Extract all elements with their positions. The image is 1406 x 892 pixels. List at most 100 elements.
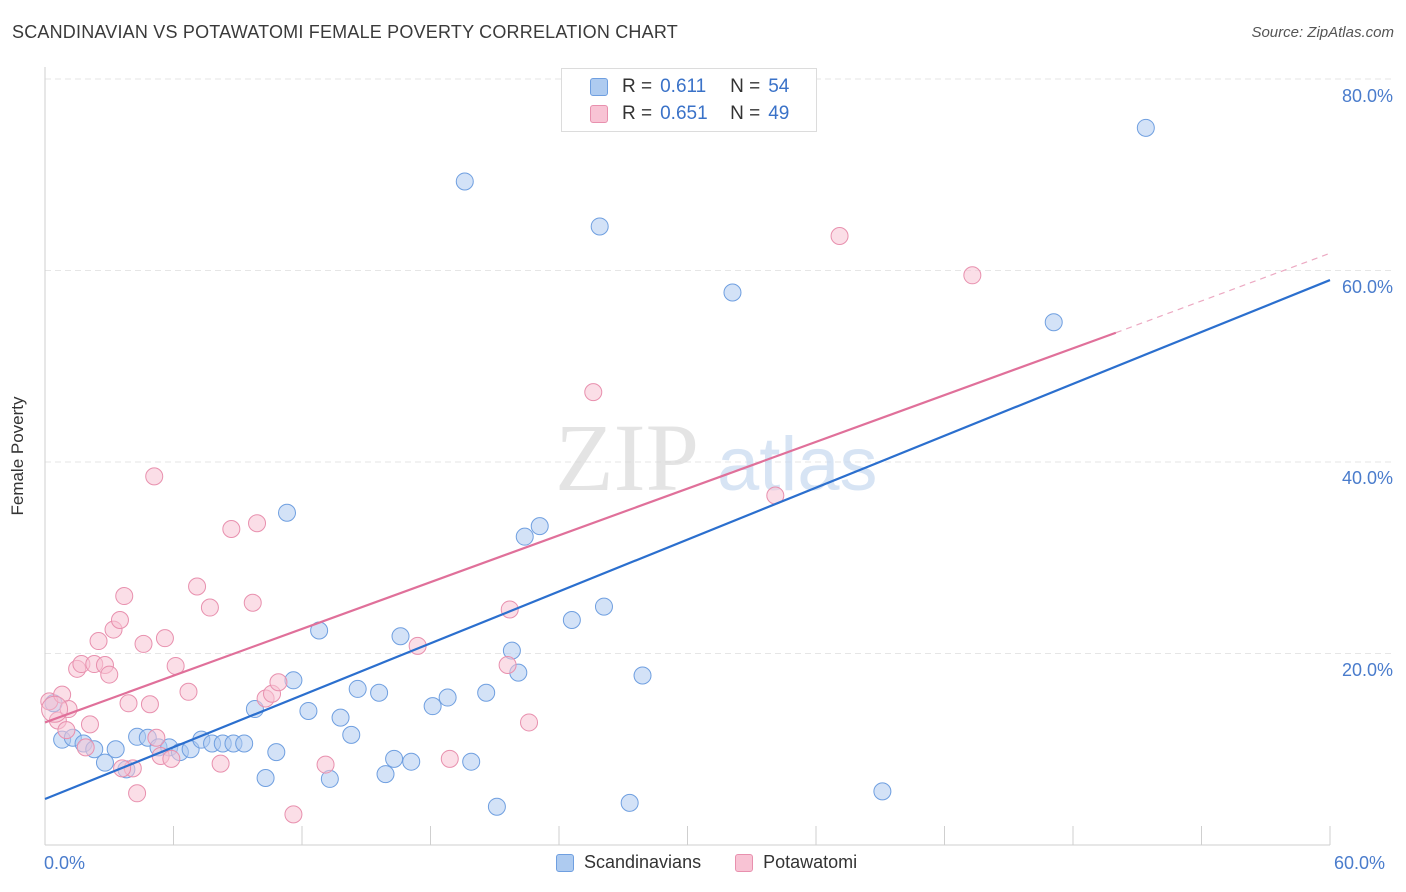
point-potawatomi [830,227,849,246]
point-potawatomi [100,665,119,684]
trendline-potawatomi-extension [1115,252,1331,334]
point-potawatomi [134,634,153,653]
point-potawatomi [222,520,241,539]
point-potawatomi [128,784,147,803]
point-potawatomi [147,728,166,747]
point-scandinavian [562,610,581,629]
point-potawatomi [140,695,159,714]
point-potawatomi [155,629,174,648]
point-potawatomi [211,754,230,773]
point-scandinavian [462,752,481,771]
point-potawatomi [115,587,134,606]
legend-r-label: R = [622,76,653,97]
point-potawatomi [119,694,138,713]
point-scandinavian [594,597,613,616]
legend-n-label: N = [730,76,761,97]
point-scandinavian [515,527,534,546]
bottom-legend-swatch-scandinavians [556,853,574,872]
source-credit: Source: ZipAtlas.com [1251,24,1394,41]
point-scandinavian [423,697,442,716]
bottom-legend: Scandinavians Potawatomi [556,852,891,873]
point-scandinavian [723,283,742,302]
point-scandinavian [620,793,639,812]
point-potawatomi [110,610,129,629]
point-potawatomi [963,266,982,285]
legend-swatch-scandinavians [590,78,608,96]
point-scandinavian [438,688,457,707]
point-potawatomi [440,749,459,768]
point-scandinavian [278,503,297,522]
legend-n-label: N = [730,103,761,124]
axis-layer [44,67,1331,846]
point-scandinavian [477,683,496,702]
point-potawatomi [316,755,335,774]
point-potawatomi [284,805,303,824]
point-scandinavian [391,627,410,646]
point-potawatomi [188,577,207,596]
point-potawatomi [248,514,267,533]
bottom-legend-scandinavians: Scandinavians [556,852,701,873]
legend-row-scandinavians: R = 0.611 N = 54 [590,75,789,99]
trendline-potawatomi [44,331,1117,724]
point-potawatomi [89,632,108,651]
y-tick-label-80: 80.0% [1341,86,1393,106]
point-scandinavian [530,517,549,536]
point-potawatomi [145,467,164,486]
trendline-scandinavians [44,279,1331,801]
point-scandinavian [256,768,275,787]
point-scandinavian [590,217,609,236]
point-scandinavian [1044,313,1063,332]
point-potawatomi [80,715,99,734]
legend: R = 0.611 N = 54 R = 0.651 N = 49 [561,68,817,132]
point-scandinavian [370,683,389,702]
watermark-atlas: atlas [717,422,878,507]
y-tick-label-60: 60.0% [1341,277,1393,297]
point-potawatomi [162,749,181,768]
point-scandinavian [331,708,350,727]
x-tick-label-max: 60.0% [1334,853,1386,873]
bottom-legend-label-scandinavians: Scandinavians [584,852,702,872]
point-potawatomi [76,738,95,757]
point-scandinavian [487,797,506,816]
x-tick-label-min: 0.0% [44,853,86,873]
legend-r-value: 0.651 [660,103,708,124]
point-scandinavian [385,749,404,768]
legend-swatch-potawatomi [590,105,608,123]
bottom-legend-label-potawatomi: Potawatomi [763,852,858,872]
bottom-legend-potawatomi: Potawatomi [735,852,857,873]
legend-r-value: 0.611 [660,76,707,97]
point-scandinavian [342,725,361,744]
point-scandinavian [402,752,421,771]
watermark-zip: ZIP [555,404,699,511]
point-scandinavian [284,671,303,690]
point-scandinavian [633,666,652,685]
legend-n-value: 54 [768,76,790,97]
y-axis-label: Female Poverty [8,396,27,516]
point-potawatomi [498,655,517,674]
legend-n-value: 49 [768,103,790,124]
point-scandinavian [235,734,254,753]
point-potawatomi [179,682,198,701]
grid-layer [45,78,1392,654]
point-scandinavian [455,172,474,191]
point-scandinavian [348,679,367,698]
point-potawatomi [57,721,76,740]
legend-r-label: R = [622,103,653,124]
point-scandinavian [106,740,125,759]
point-potawatomi [584,383,603,402]
point-potawatomi [269,673,288,692]
chart-title: SCANDINAVIAN VS POTAWATOMI FEMALE POVERT… [12,22,678,42]
y-tick-label-40: 40.0% [1341,468,1393,488]
point-scandinavian [1136,118,1155,137]
point-scandinavian [267,743,286,762]
legend-row-potawatomi: R = 0.651 N = 49 [590,102,789,126]
watermark: ZIP atlas [555,404,878,511]
point-potawatomi [243,593,262,612]
y-tick-label-20: 20.0% [1341,660,1393,680]
trend-layer [44,252,1331,801]
point-potawatomi [520,713,539,732]
point-scandinavian [873,782,892,801]
point-scandinavian [95,753,114,772]
point-scandinavian [299,701,318,720]
